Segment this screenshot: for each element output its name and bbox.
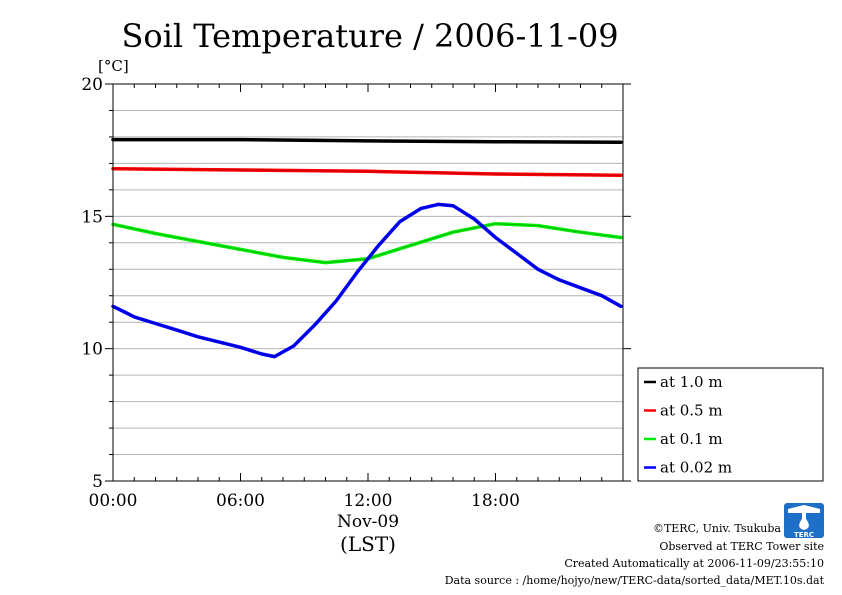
x-tick-labels: 00:00 06:00 12:00 18:00: [89, 491, 521, 511]
series-line-core-0: [113, 139, 621, 143]
x-tick-label: 18:00: [471, 491, 520, 511]
x-axis-label: (LST): [340, 532, 396, 556]
legend-label-2: at 0.1 m: [660, 430, 723, 448]
y-tick-label: 10: [81, 340, 103, 360]
legend-label-1: at 0.5 m: [660, 402, 723, 420]
y-axis-label: [°C]: [98, 57, 129, 75]
terc-logo: TERC: [784, 503, 824, 539]
legend-label-0: at 1.0 m: [660, 373, 723, 391]
chart-title: Soil Temperature / 2006-11-09: [121, 17, 618, 55]
series-line-0: [111, 137, 623, 144]
series-line-core-3: [112, 203, 622, 358]
date-label: Nov-09: [337, 512, 399, 532]
x-tick-label: 12:00: [344, 491, 393, 511]
y-tick-label: 5: [92, 472, 103, 492]
legend-box: [637, 367, 824, 482]
series-lines: [111, 137, 623, 359]
footer-observed: Observed at TERC Tower site: [659, 540, 824, 553]
x-tick-label: 06:00: [216, 491, 265, 511]
series-line-1: [111, 166, 623, 178]
x-tick-label: 00:00: [89, 491, 138, 511]
footer-source: Data source : /home/hojyo/new/TERC-data/…: [445, 574, 825, 587]
grid-lines: [113, 109, 623, 456]
y-tick-label: 15: [81, 207, 103, 227]
terc-logo-text: TERC: [794, 531, 814, 539]
footer-copyright: ©TERC, Univ. Tsukuba: [653, 522, 781, 535]
tick-marks: [105, 83, 631, 482]
y-tick-labels: 5 10 15 20: [81, 75, 103, 492]
y-tick-label: 20: [81, 75, 103, 95]
footer-created: Created Automatically at 2006-11-09/23:5…: [564, 557, 824, 570]
series-line-core-1: [112, 168, 621, 176]
legend-label-3: at 0.02 m: [660, 459, 732, 477]
legend: at 1.0 m at 0.5 m at 0.1 m at 0.02 m: [637, 367, 824, 482]
series-line-3: [111, 202, 623, 359]
